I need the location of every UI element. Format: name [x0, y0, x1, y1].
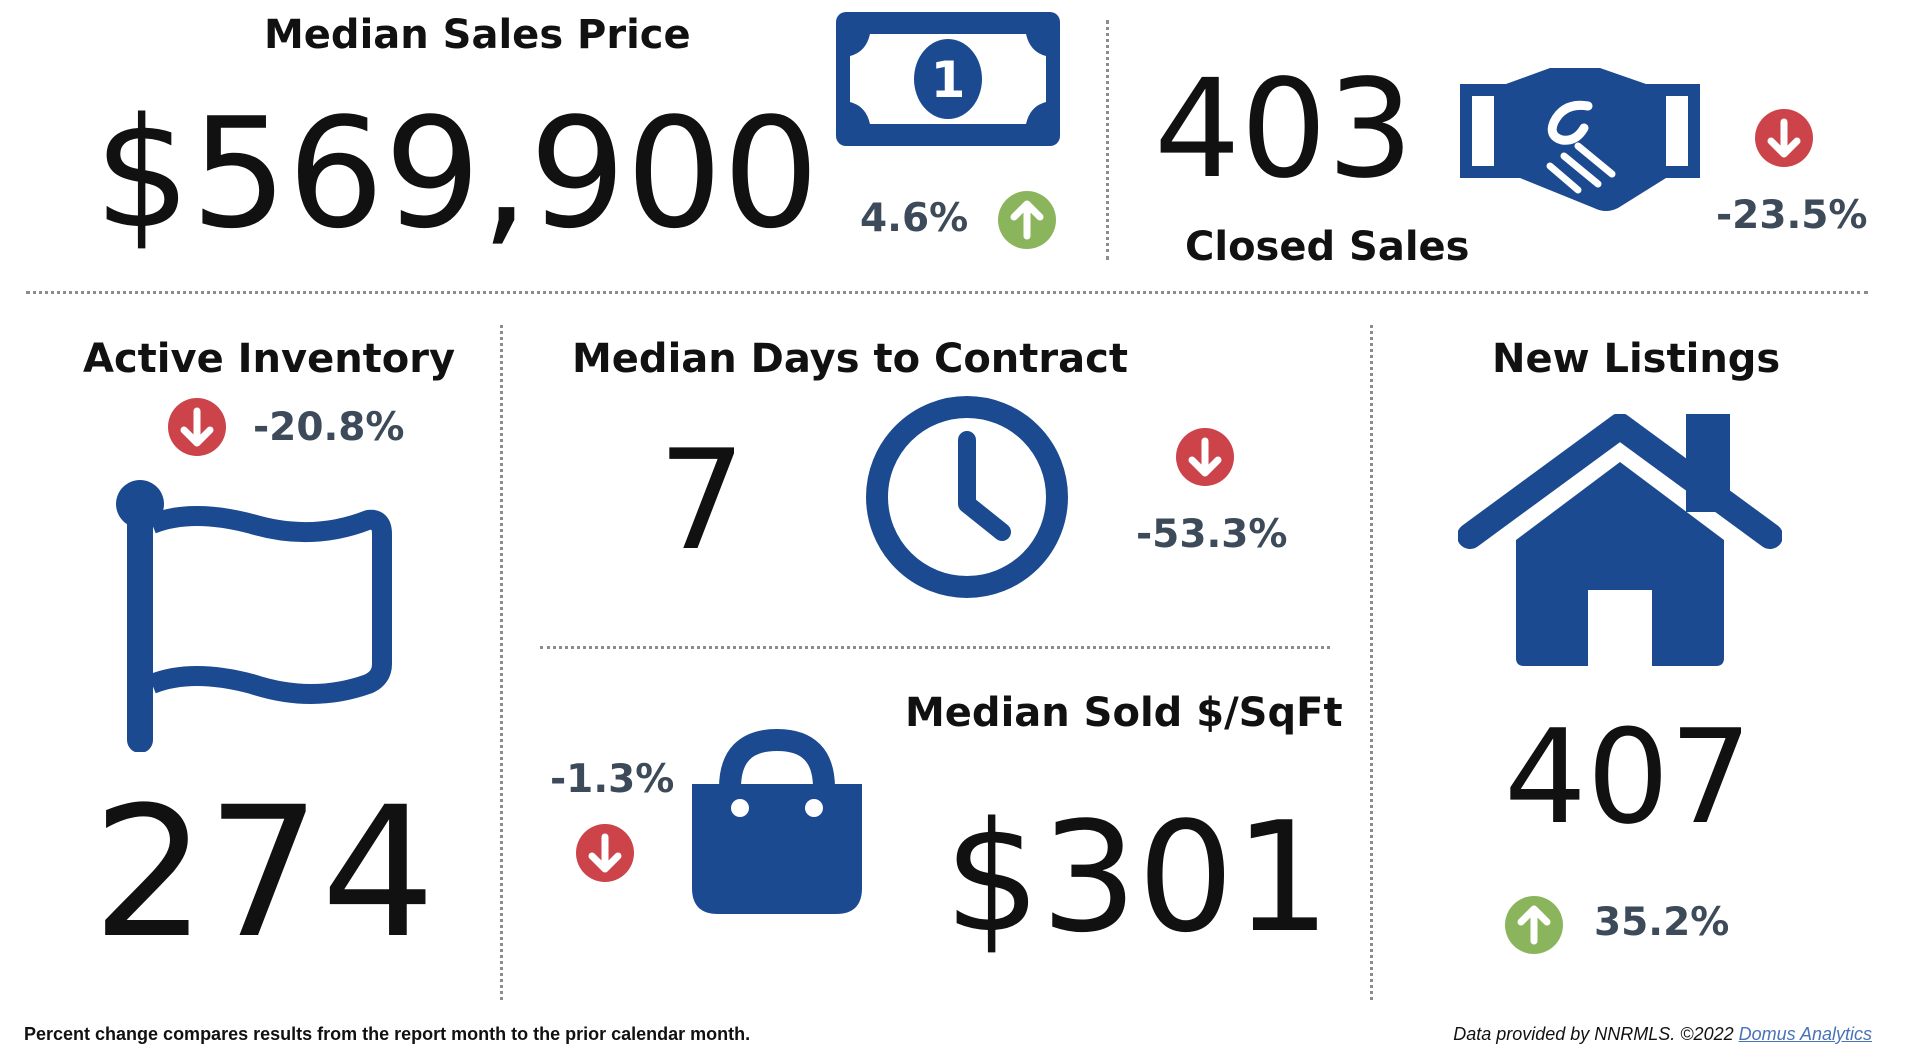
- median-sold-per-sqft-change: -1.3%: [550, 757, 675, 802]
- divider-left-vertical: [500, 325, 503, 1000]
- footer-credit-block: Data provided by NNRMLS. ©2022 Domus Ana…: [1453, 1024, 1872, 1045]
- arrow-down-icon: [168, 398, 226, 456]
- shopping-bag-icon: [692, 728, 862, 914]
- median-sales-price-title: Median Sales Price: [264, 12, 691, 58]
- divider-right-vertical: [1370, 325, 1373, 1000]
- house-icon: [1458, 414, 1782, 666]
- active-inventory-change: -20.8%: [253, 405, 405, 450]
- arrow-up-icon: [1505, 896, 1563, 954]
- divider-top-vertical: [1106, 20, 1109, 260]
- active-inventory-title: Active Inventory: [83, 336, 456, 382]
- closed-sales-title: Closed Sales: [1185, 224, 1470, 270]
- median-sales-price-change: 4.6%: [860, 196, 969, 241]
- clock-icon: [866, 396, 1068, 598]
- divider-middle-horizontal: [540, 646, 1330, 649]
- domus-analytics-link[interactable]: Domus Analytics: [1738, 1024, 1872, 1044]
- median-days-to-contract-change: -53.3%: [1136, 512, 1288, 557]
- median-days-to-contract-title: Median Days to Contract: [572, 336, 1128, 382]
- median-sold-per-sqft-title: Median Sold $/SqFt: [905, 690, 1343, 736]
- median-sold-per-sqft-value: $301: [944, 789, 1331, 966]
- bill-digit: 1: [931, 51, 966, 109]
- active-inventory-value: 274: [92, 769, 436, 978]
- footer-credit: Data provided by NNRMLS. ©2022: [1453, 1024, 1734, 1044]
- arrow-down-icon: [1755, 109, 1813, 167]
- flag-icon: [116, 480, 392, 752]
- handshake-icon: [1460, 68, 1700, 211]
- footer-note: Percent change compares results from the…: [24, 1024, 751, 1044]
- arrow-up-icon: [998, 191, 1056, 249]
- closed-sales-value: 403: [1154, 51, 1414, 209]
- new-listings-value: 407: [1504, 701, 1753, 853]
- new-listings-title: New Listings: [1492, 336, 1781, 382]
- median-days-to-contract-value: 7: [658, 420, 746, 581]
- dollar-bill-icon: 1: [836, 12, 1060, 146]
- closed-sales-change: -23.5%: [1716, 193, 1868, 238]
- median-sales-price-value: $569,900: [94, 85, 820, 262]
- new-listings-change: 35.2%: [1594, 900, 1730, 945]
- arrow-down-icon: [576, 824, 634, 882]
- divider-horizontal-main: [26, 291, 1868, 294]
- arrow-down-icon: [1176, 428, 1234, 486]
